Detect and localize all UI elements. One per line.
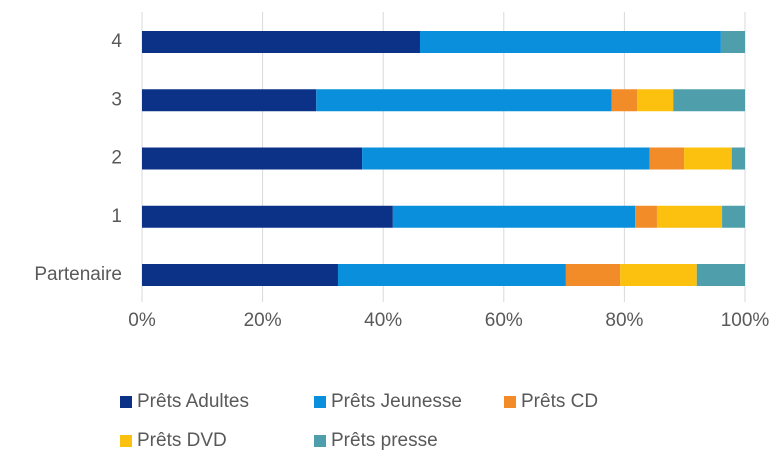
- bar-segment: [611, 89, 638, 112]
- bar-segment: [649, 147, 685, 170]
- x-tick-label: 40%: [364, 310, 402, 331]
- bar-segment: [337, 264, 566, 286]
- bar-segment: [419, 31, 721, 53]
- bar-segment: [362, 147, 650, 170]
- x-tick-label: 100%: [721, 310, 770, 331]
- bar-segment: [731, 147, 745, 170]
- bar-segment: [673, 89, 745, 112]
- legend-swatch: [314, 435, 326, 447]
- bar-segment: [696, 264, 745, 286]
- y-tick-label: 3: [111, 89, 122, 110]
- bar-segment: [392, 205, 636, 228]
- bar-segment: [142, 89, 317, 112]
- bar-segment: [720, 31, 745, 53]
- x-tick-label: 20%: [244, 310, 282, 331]
- legend-label: Prêts CD: [521, 391, 598, 412]
- legend-swatch: [120, 396, 132, 408]
- y-tick-label: Partenaire: [34, 264, 122, 285]
- legend-label: Prêts DVD: [137, 430, 227, 451]
- y-tick-label: 1: [111, 206, 122, 227]
- bar-segment: [316, 89, 612, 112]
- bar-segment: [620, 264, 697, 286]
- legend-label: Prêts Jeunesse: [331, 391, 462, 412]
- bar-segment: [635, 205, 657, 228]
- legend-swatch: [120, 435, 132, 447]
- x-tick-label: 80%: [605, 310, 643, 331]
- legend-label: Prêts Adultes: [137, 391, 249, 412]
- bar-segment: [142, 205, 393, 228]
- legend-label: Prêts presse: [331, 430, 438, 451]
- y-tick-label: 4: [111, 31, 122, 52]
- legend-swatch: [314, 396, 326, 408]
- bar-segment: [565, 264, 621, 286]
- x-tick-label: 60%: [485, 310, 523, 331]
- bar-segment: [637, 89, 674, 112]
- bar-segment: [142, 264, 338, 286]
- bar-segment: [656, 205, 723, 228]
- x-tick-label: 0%: [128, 310, 156, 331]
- bar-segment: [142, 147, 363, 170]
- bar-segment: [142, 31, 420, 53]
- y-tick-label: 2: [111, 148, 122, 169]
- legend-swatch: [504, 396, 516, 408]
- bar-segment: [722, 205, 745, 228]
- bar-segment: [684, 147, 732, 170]
